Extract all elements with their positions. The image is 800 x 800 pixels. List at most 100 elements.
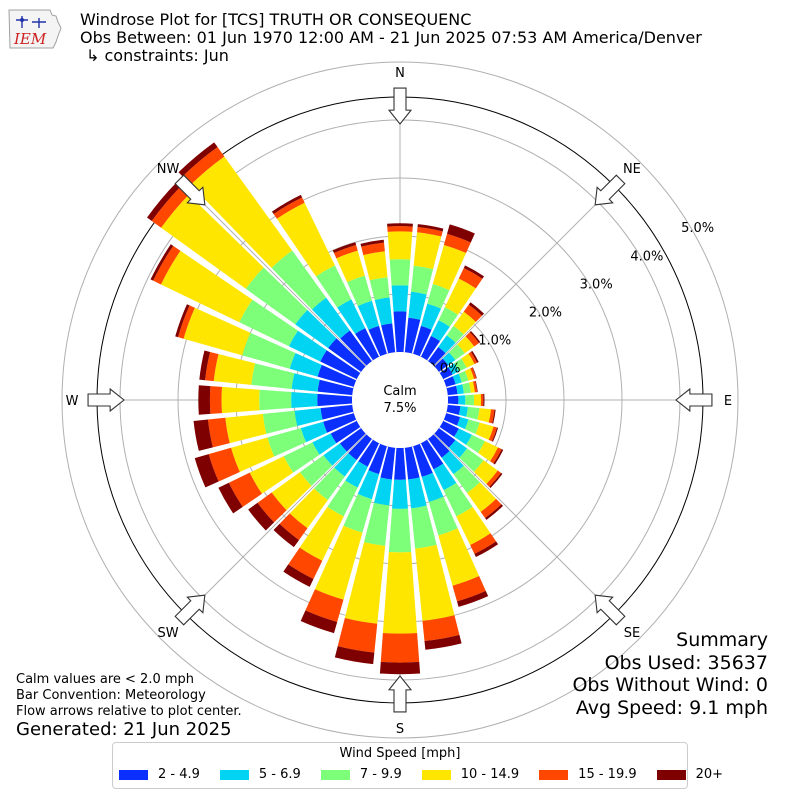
bar-segment — [320, 350, 361, 380]
bar-segment — [447, 224, 475, 243]
bar-segment — [380, 446, 396, 480]
bar-segment — [477, 408, 492, 423]
bar-segment — [469, 381, 475, 393]
bar-segment — [443, 376, 456, 387]
bar-segment — [225, 413, 267, 444]
bar-segment — [333, 244, 358, 259]
bar-segment — [357, 470, 380, 500]
bar-segment — [273, 523, 299, 548]
bar-segment — [463, 304, 482, 322]
bar-segment — [242, 332, 296, 369]
legend-swatch — [656, 769, 686, 780]
bar-segment — [289, 352, 322, 377]
bar-segment — [334, 453, 357, 477]
bar-segment — [207, 417, 230, 448]
bar-segment — [430, 320, 450, 342]
legend-item: 5 - 6.9 — [219, 767, 301, 782]
legend-title: Wind Speed [mph] — [339, 746, 461, 761]
bar-segment — [492, 409, 496, 424]
bar-segment — [273, 197, 305, 219]
bar-segment — [294, 408, 323, 427]
direction-label: SE — [624, 626, 640, 641]
direction-label: NW — [157, 162, 180, 177]
radial-tick-label: 4.0% — [630, 249, 663, 264]
bar-segment — [420, 335, 441, 361]
bar-segment — [259, 389, 292, 411]
bar-segment — [291, 392, 318, 408]
bar-segment — [357, 300, 380, 330]
bar-segment — [428, 496, 458, 536]
legend-swatch — [119, 769, 148, 780]
bar-segment — [448, 439, 468, 458]
bar-segment — [198, 385, 211, 415]
bar-segment — [387, 223, 413, 227]
bar-segment — [470, 350, 479, 363]
grid-spoke — [433, 433, 615, 615]
bar-segment — [381, 323, 396, 354]
legend-swatch — [219, 769, 249, 780]
direction-arrow-icon — [594, 594, 626, 626]
generated-date: Generated: 21 Jun 2025 — [16, 719, 232, 740]
bar-segment — [441, 451, 464, 475]
legend-item: 10 - 14.9 — [421, 767, 519, 782]
bar-segment — [469, 330, 481, 344]
bar-segment — [364, 502, 390, 546]
bar-segment — [454, 358, 467, 372]
bar-segment — [491, 427, 499, 442]
bar-segment — [456, 506, 491, 546]
iem-logo: IEM — [8, 9, 62, 49]
bar-segment — [183, 307, 251, 356]
bar-segment — [339, 428, 366, 452]
summary-block: Summary Obs Used: 35637 Obs Without Wind… — [572, 629, 768, 719]
logo-text: IEM — [13, 30, 47, 48]
bar-segment — [194, 454, 219, 488]
bar-segment — [182, 147, 225, 185]
bar-segment — [456, 384, 464, 395]
bar-segment — [486, 470, 502, 487]
calm-circle — [352, 352, 448, 448]
avg-speed: Avg Speed: 9.1 mph — [575, 696, 768, 719]
bar-segment — [432, 244, 467, 291]
bar-segment — [428, 346, 446, 366]
bar-segment — [382, 551, 418, 634]
bar-segment — [443, 413, 461, 426]
bar-segment — [392, 479, 408, 509]
bar-segment — [271, 194, 303, 214]
bar-segment — [408, 291, 427, 320]
bar-segment — [317, 364, 357, 387]
bar-segment — [463, 265, 485, 279]
legend-label: 15 - 19.9 — [578, 767, 637, 782]
grid-ring — [61, 61, 739, 739]
direction-arrow-icon — [594, 174, 626, 206]
bar-segment — [363, 251, 388, 281]
bar-segment — [389, 259, 411, 286]
calm-label: Calm — [383, 384, 416, 399]
direction-arrow-icon — [174, 594, 206, 626]
bar-segment — [328, 338, 366, 372]
bar-segment — [147, 182, 181, 221]
direction-arrow-icon — [87, 387, 125, 413]
bar-segment — [245, 267, 308, 325]
flow-arrows-note: Flow arrows relative to plot center. — [16, 704, 242, 719]
bar-segment — [288, 330, 327, 362]
bar-segment — [300, 421, 328, 443]
bar-segment — [336, 250, 365, 283]
bar-segment — [178, 142, 218, 177]
bar-segment — [248, 502, 275, 531]
bar-segment — [313, 467, 345, 501]
bar-segment — [408, 477, 427, 509]
bar-segment — [413, 443, 433, 477]
bar-segment — [358, 439, 380, 467]
bar-segment — [473, 394, 482, 406]
bar-segment — [209, 386, 222, 414]
bar-segment — [315, 265, 352, 308]
bar-segment — [271, 250, 327, 310]
bar-segment — [330, 420, 361, 444]
bar-segment — [327, 480, 358, 517]
bar-segment — [205, 351, 219, 382]
legend-item: 15 - 19.9 — [539, 767, 637, 782]
legend-item: 20+ — [656, 767, 723, 782]
bar-segment — [199, 350, 211, 381]
bar-segment — [271, 472, 312, 511]
